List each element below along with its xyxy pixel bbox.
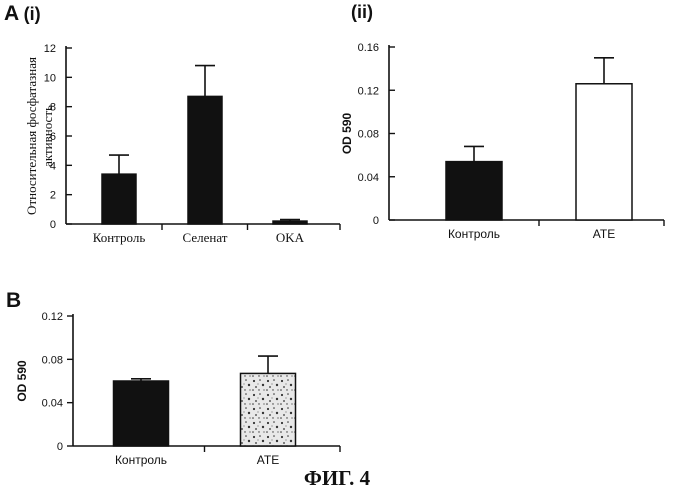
chart1-ytick-label: 2 <box>50 190 56 202</box>
chart3-ylabel: OD 590 <box>15 360 29 402</box>
chart1-bar-1 <box>102 174 136 224</box>
chart3-category-label-1: Контроль <box>115 453 167 467</box>
chart3-ytick-label: 0 <box>57 441 63 453</box>
chart1-ytick-label: 12 <box>44 43 56 55</box>
chart2-ylabel: OD 590 <box>340 112 354 154</box>
chart1-bar-2 <box>188 96 222 224</box>
figure-caption: ФИГ. 4 <box>0 466 674 491</box>
chart2-group: 0 0.04 0.08 0.12 0.16 Контроль ATE OD 590 <box>340 42 664 241</box>
chart3-ytick-label: 0.08 <box>42 354 63 366</box>
chart3-category-label-2: ATE <box>257 453 279 467</box>
chart1-group: 024681012КонтрольСеленатOKAОтносительная… <box>24 43 340 245</box>
chart1-ytick-label: 10 <box>44 72 56 84</box>
chart1-bar-3 <box>273 221 307 224</box>
chart3-bar-2 <box>241 373 296 446</box>
chart1-ylabel-line-2: активность <box>40 105 55 167</box>
chart1-category-label-2: Селенат <box>183 230 228 245</box>
chart3-ytick-label: 0.04 <box>42 398 63 410</box>
chart1-ylabel-line-1: Относительная фосфатазная <box>24 57 39 215</box>
chart2-category-label-1: Контроль <box>448 227 500 241</box>
chart1-category-label-1: Контроль <box>93 230 146 245</box>
chart2-bar-1 <box>446 162 502 220</box>
chart2-bar-2 <box>576 84 632 220</box>
chart2-ytick-label: 0 <box>373 215 379 227</box>
chart2-ytick-label: 0.12 <box>358 85 379 97</box>
chart3-ytick-label: 0.12 <box>42 311 63 323</box>
chart2-ytick-label: 0.08 <box>358 129 379 141</box>
chart3-group: 0 0.04 0.08 0.12 Контроль ATE OD 590 <box>15 311 340 467</box>
chart1-category-label-3: OKA <box>276 230 305 245</box>
chart2-category-label-2: ATE <box>593 227 615 241</box>
chart1-ytick-label: 0 <box>50 219 56 231</box>
chart3-bar-1 <box>114 381 169 446</box>
chart2-ytick-label: 0.04 <box>358 172 379 184</box>
chart2-ytick-label: 0.16 <box>358 42 379 54</box>
